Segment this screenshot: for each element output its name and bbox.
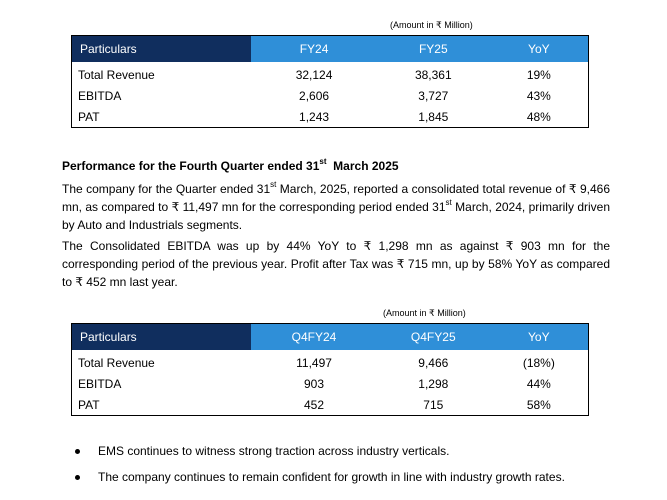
- highlights-list: EMS continues to witness strong traction…: [72, 444, 565, 496]
- table1-unit-note: (Amount in ₹ Million): [390, 20, 473, 30]
- table-row: Total Revenue 11,497 9,466 (18%): [72, 350, 589, 373]
- header-particulars: Particulars: [71, 35, 252, 62]
- row-label: PAT: [78, 109, 100, 124]
- annual-results-table: Particulars FY24 FY25 YoY Total Revenue …: [71, 35, 589, 128]
- row-label: Total Revenue: [78, 355, 155, 370]
- table-row: EBITDA 903 1,298 44%: [72, 373, 589, 394]
- cell-value: 1,845: [418, 109, 449, 124]
- table-row: EBITDA 2,606 3,727 43%: [72, 85, 589, 106]
- cell-value: 32,124: [295, 67, 333, 82]
- header-fy24: FY24: [251, 35, 377, 62]
- row-label: PAT: [78, 397, 100, 412]
- row-label: EBITDA: [78, 88, 122, 103]
- cell-value: 9,466: [418, 355, 449, 370]
- table-header-row: Particulars FY24 FY25 YoY: [71, 35, 589, 62]
- list-item: The company continues to remain confiden…: [72, 470, 565, 496]
- cell-value: 715: [423, 397, 444, 412]
- cell-value: 43%: [526, 88, 551, 103]
- cell-value: 38,361: [414, 67, 452, 82]
- paragraph-ebitda: The Consolidated EBITDA was up by 44% Yo…: [62, 239, 610, 289]
- header-fy25: FY25: [376, 35, 490, 62]
- cell-value: 452: [304, 397, 325, 412]
- paragraph-revenue: The company for the Quarter ended 31st M…: [62, 180, 611, 233]
- section-heading: Performance for the Fourth Quarter ended…: [62, 157, 399, 174]
- table-row: PAT 1,243 1,845 48%: [72, 106, 589, 128]
- cell-value: 1,298: [418, 376, 449, 391]
- table2-unit-note: (Amount in ₹ Million): [383, 308, 466, 318]
- row-label: Total Revenue: [78, 67, 155, 82]
- cell-value: 11,497: [296, 355, 332, 370]
- header-yoy: YoY: [489, 35, 589, 62]
- cell-value: 2,606: [299, 88, 330, 103]
- table-row: PAT 452 715 58%: [72, 394, 589, 416]
- list-item: EMS continues to witness strong traction…: [72, 444, 565, 470]
- cell-value: 19%: [526, 67, 551, 82]
- header-particulars: Particulars: [71, 323, 252, 350]
- cell-value: 58%: [526, 397, 551, 412]
- row-label: EBITDA: [78, 376, 122, 391]
- table-row: Total Revenue 32,124 38,361 19%: [72, 62, 589, 85]
- cell-value: 3,727: [418, 88, 449, 103]
- cell-value: 903: [304, 376, 325, 391]
- cell-value: 48%: [526, 109, 551, 124]
- cell-value: 1,243: [299, 109, 330, 124]
- table-header-row: Particulars Q4FY24 Q4FY25 YoY: [71, 323, 589, 350]
- cell-value: 44%: [526, 376, 551, 391]
- quarterly-results-table: Particulars Q4FY24 Q4FY25 YoY Total Reve…: [71, 323, 589, 416]
- bullet-icon: [75, 475, 80, 480]
- header-q4fy24: Q4FY24: [251, 323, 377, 350]
- cell-value: (18%): [522, 355, 555, 370]
- header-yoy: YoY: [489, 323, 589, 350]
- bullet-icon: [75, 449, 80, 454]
- header-q4fy25: Q4FY25: [376, 323, 490, 350]
